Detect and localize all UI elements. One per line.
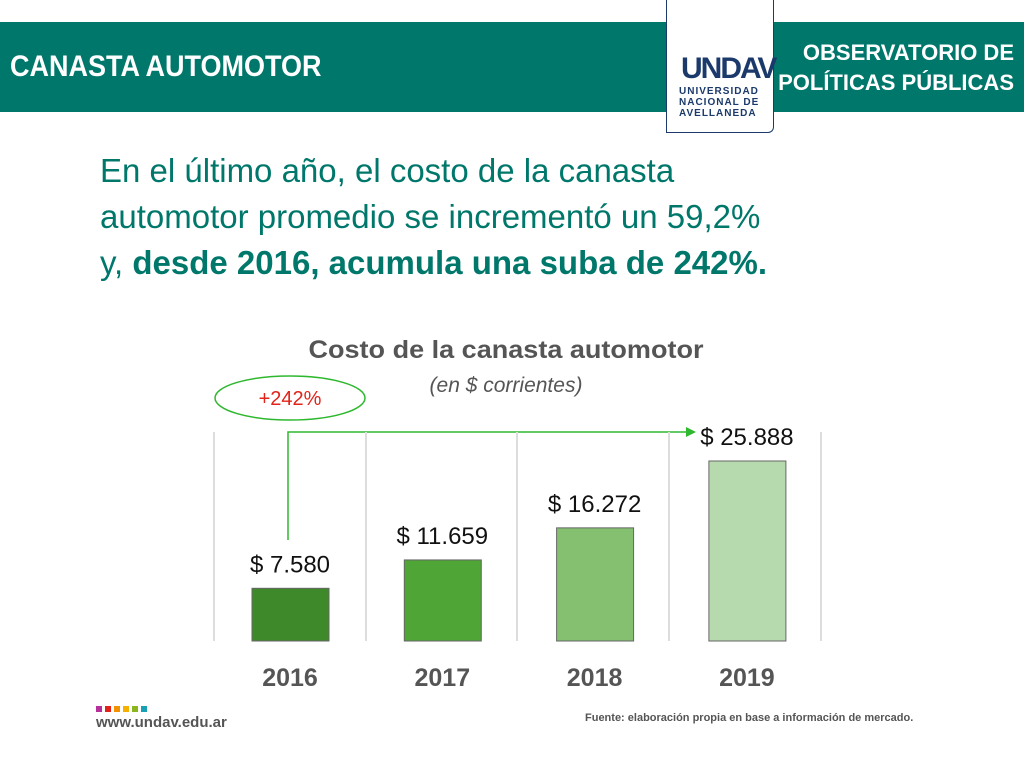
- headline-prefix: y,: [100, 244, 133, 281]
- growth-arrow: [287, 431, 688, 540]
- brand-square: [132, 706, 138, 712]
- data-label: $ 25.888: [700, 424, 793, 451]
- observatorio-label: OBSERVATORIO DE POLÍTICAS PÚBLICAS: [778, 38, 1014, 98]
- data-label: $ 16.272: [548, 491, 641, 518]
- obs-line1: OBSERVATORIO DE: [802, 40, 1014, 65]
- brand-square: [96, 706, 102, 712]
- obs-line2: POLÍTICAS PÚBLICAS: [778, 70, 1014, 95]
- website-url[interactable]: www.undav.edu.ar: [96, 714, 227, 731]
- logo-text: UNDAV: [681, 52, 777, 85]
- headline: En el último año, el costo de la canasta…: [100, 148, 767, 286]
- logo-sub3: AVELLANEDA: [679, 108, 757, 119]
- headline-line3: y, desde 2016, acumula una suba de 242%.: [100, 240, 767, 286]
- bar-2019: [708, 460, 787, 642]
- undav-logo: UNDAV UNIVERSIDAD NACIONAL DE AVELLANEDA: [666, 0, 777, 133]
- headline-bold: desde 2016, acumula una suba de 242%.: [132, 244, 768, 281]
- brand-square: [105, 706, 111, 712]
- brand-square: [114, 706, 120, 712]
- logo-subtitle: UNIVERSIDAD NACIONAL DE AVELLANEDA: [679, 86, 759, 119]
- x-tick-label: 2017: [414, 664, 470, 692]
- annotation-label: +242%: [259, 388, 322, 410]
- logo-sub1: UNIVERSIDAD: [679, 86, 759, 97]
- bar-2018: [556, 527, 635, 642]
- chart-subtitle: (en $ corrientes): [430, 374, 583, 397]
- page-title: CANASTA AUTOMOTOR: [10, 50, 322, 83]
- header-band: [0, 22, 1024, 112]
- chart-title: Costo de la canasta automotor: [309, 336, 704, 364]
- data-label: $ 7.580: [250, 551, 330, 578]
- x-tick-label: 2016: [262, 664, 318, 692]
- x-tick-label: 2018: [567, 664, 623, 692]
- headline-line2: automotor promedio se incrementó un 59,2…: [100, 198, 761, 235]
- source-note: Fuente: elaboración propia en base a inf…: [585, 712, 914, 724]
- bar-2017: [403, 559, 482, 642]
- logo-sub2: NACIONAL DE: [679, 97, 760, 108]
- brand-square: [123, 706, 129, 712]
- brand-square: [141, 706, 147, 712]
- annotation-ellipse: [214, 375, 366, 421]
- x-tick-label: 2019: [719, 664, 775, 692]
- headline-line1: En el último año, el costo de la canasta: [100, 152, 675, 189]
- arrow-head-icon: [686, 427, 696, 437]
- data-label: $ 11.659: [396, 523, 488, 550]
- bar-2016: [251, 587, 330, 642]
